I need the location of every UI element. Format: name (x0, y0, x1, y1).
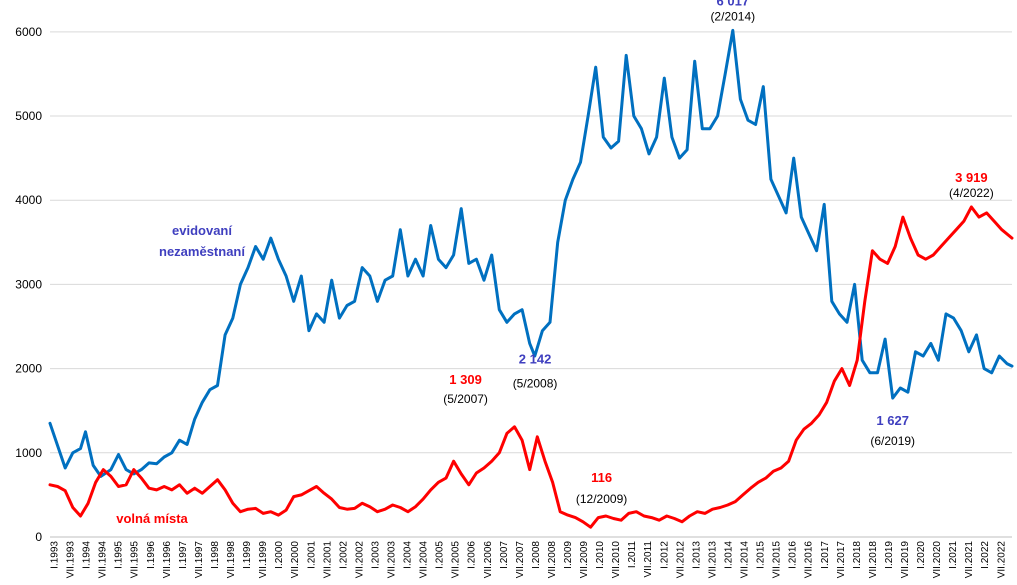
x-tick-label: VII.1993 (66, 541, 77, 579)
x-tick-label: VII.2005 (451, 541, 462, 579)
x-tick-label: VII.1994 (98, 541, 109, 579)
x-tick-label: VII.1998 (226, 541, 237, 579)
x-tick-label: I.2000 (274, 541, 285, 569)
y-tick-label: 4000 (15, 193, 42, 207)
x-tick-label: VII.2004 (419, 541, 430, 579)
x-tick-label: I.2009 (563, 541, 574, 569)
x-tick-label: I.2016 (788, 541, 799, 569)
x-tick-label: VII.2021 (964, 541, 975, 579)
x-tick-label: I.2004 (403, 541, 414, 569)
x-tick-label: I.2005 (435, 541, 446, 569)
annotation-value: 116 (591, 470, 612, 485)
x-tick-label: VII.2007 (515, 541, 526, 579)
gridlines (50, 31, 1012, 538)
annotation-value: 2 142 (519, 352, 552, 367)
x-tick-label: I.2013 (691, 541, 702, 569)
x-tick-label: VII.2013 (707, 541, 718, 579)
x-tick-label: VII.2001 (322, 541, 333, 579)
x-tick-label: I.2022 (980, 541, 991, 569)
series-label: volná místa (116, 511, 188, 526)
x-tick-label: I.2015 (756, 541, 767, 569)
x-tick-label: VII.2010 (611, 541, 622, 579)
x-tick-label: VII.2011 (643, 541, 654, 578)
x-tick-label: I.2020 (916, 541, 927, 569)
x-tick-label: I.2021 (948, 541, 959, 569)
annotation-date: (5/2008) (513, 377, 558, 391)
series-label: nezaměstnaní (159, 244, 245, 259)
series-line (48, 28, 1014, 478)
series-labels: evidovaní nezaměstnaní volná místa (116, 223, 245, 526)
y-tick-label: 5000 (15, 109, 42, 123)
x-tick-label: I.2010 (595, 541, 606, 569)
x-tick-label: VII.2006 (483, 541, 494, 579)
x-tick-label: VII.2022 (996, 541, 1007, 579)
x-tick-label: I.2007 (499, 541, 510, 569)
annotation-date: (2/2014) (710, 9, 755, 23)
series-lines (48, 28, 1014, 529)
x-tick-label: I.2001 (306, 541, 317, 569)
x-tick-label: I.1995 (114, 541, 125, 569)
x-tick-label: VII.1999 (258, 541, 269, 579)
y-tick-label: 3000 (15, 277, 42, 291)
x-tick-label: I.2006 (467, 541, 478, 569)
annotation-value: 3 919 (955, 170, 988, 185)
x-tick-label: VII.2009 (579, 541, 590, 579)
x-tick-label: I.2003 (370, 541, 381, 569)
x-tick-label: VII.2014 (740, 541, 751, 579)
x-tick-label: I.1994 (82, 541, 93, 569)
series-label: evidovaní (172, 223, 232, 238)
x-tick-label: VII.2012 (675, 541, 686, 579)
annotation-date: (6/2019) (870, 434, 915, 448)
x-tick-label: VII.2002 (354, 541, 365, 579)
x-tick-label: VII.1995 (130, 541, 141, 579)
x-tick-label: I.2017 (820, 541, 831, 569)
y-axis-ticks: 0 1000 2000 3000 4000 5000 6000 (15, 25, 42, 544)
x-tick-label: VII.2017 (836, 541, 847, 579)
y-tick-label: 0 (35, 530, 42, 544)
x-tick-label: VII.2016 (804, 541, 815, 579)
annotation-value: 1 627 (876, 413, 909, 428)
x-tick-label: VII.2015 (772, 541, 783, 579)
annotation-date: (12/2009) (576, 492, 627, 506)
x-tick-label: I.2002 (338, 541, 349, 569)
y-tick-label: 2000 (15, 362, 42, 376)
y-tick-label: 1000 (15, 446, 42, 460)
x-tick-label: I.2014 (723, 541, 734, 569)
annotation-value: 6 017 (717, 0, 750, 8)
x-tick-label: I.1997 (178, 541, 189, 569)
x-tick-label: I.1998 (210, 541, 221, 569)
series-line (48, 205, 1014, 529)
x-tick-label: I.2012 (659, 541, 670, 569)
x-tick-label: VII.2008 (547, 541, 558, 579)
x-tick-label: I.2018 (852, 541, 863, 569)
x-tick-label: VII.2000 (290, 541, 301, 579)
annotations: 6 017(2/2014) 2 142 (5/2008) 1 627 (6/2019) 1… (443, 0, 994, 506)
x-tick-label: VII.2018 (868, 541, 879, 579)
annotation-date: (5/2007) (443, 392, 488, 406)
x-tick-label: I.2019 (884, 541, 895, 569)
x-tick-label: VII.1997 (194, 541, 205, 579)
x-axis-ticks: I.1993 VII.1993 I.1994 VII.1994 I.1995 VII.19… (50, 541, 1008, 579)
x-tick-label: I.1999 (242, 541, 253, 569)
x-tick-label: I.2008 (531, 541, 542, 569)
annotation-value: 1 309 (449, 372, 482, 387)
x-tick-label: I.2011 (627, 541, 638, 568)
x-tick-label: VII.1996 (162, 541, 173, 579)
y-tick-label: 6000 (15, 25, 42, 39)
annotation-date: (4/2022) (949, 186, 994, 200)
x-tick-label: VII.2003 (386, 541, 397, 579)
x-tick-label: I.1996 (146, 541, 157, 569)
x-tick-label: VII.2019 (900, 541, 911, 579)
x-tick-label: VII.2020 (932, 541, 943, 579)
x-tick-label: I.1993 (50, 541, 61, 569)
